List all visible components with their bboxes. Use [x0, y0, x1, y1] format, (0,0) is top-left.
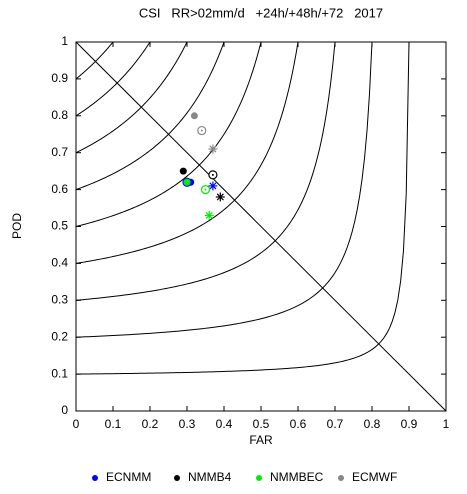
x-tick-label: 1	[443, 417, 450, 431]
csi-isoline	[75, 41, 225, 191]
point	[179, 167, 187, 175]
x-axis-label: FAR	[249, 433, 273, 447]
point	[208, 181, 218, 191]
legend-label: ECNMM	[106, 470, 151, 484]
csi-isoline	[75, 41, 188, 154]
csi-isoline	[75, 41, 410, 375]
legend-label: NMMB4	[188, 470, 232, 484]
point-stroke	[209, 145, 217, 153]
legend-marker	[92, 475, 98, 481]
x-tick-label: 0.3	[179, 417, 196, 431]
y-tick-label: 0.8	[51, 108, 68, 122]
legend-label: NMMBEC	[270, 470, 324, 484]
y-tick-label: 0.7	[51, 145, 68, 159]
x-tick-label: 0.2	[142, 417, 159, 431]
point-center	[204, 188, 207, 191]
chart-title: CSI RR>02mm/d +24h/+48h/+72 2017	[139, 5, 383, 20]
y-tick-label: 0.5	[51, 219, 68, 233]
diagonal	[75, 41, 447, 412]
point	[208, 170, 218, 180]
y-tick-label: 0.4	[51, 256, 68, 270]
x-tick-label: 0.8	[364, 417, 381, 431]
point-stroke	[205, 211, 213, 220]
x-tick-label: 0.6	[290, 417, 307, 431]
x-tick-label: 0.4	[216, 417, 233, 431]
y-tick-label: 0.9	[51, 71, 68, 85]
point	[208, 144, 218, 154]
y-axis-label: POD	[10, 213, 24, 239]
point-center	[200, 129, 203, 132]
csi-isoline	[75, 41, 373, 338]
point	[200, 185, 211, 195]
point-stroke	[216, 193, 224, 201]
x-tick-label: 0.1	[105, 417, 122, 431]
csi-isoline	[75, 41, 336, 301]
x-tick-label: 0.9	[401, 417, 418, 431]
csi-isoline	[75, 41, 151, 117]
csi-isoline	[75, 41, 262, 227]
csi-isoline	[75, 41, 299, 264]
y-tick-label: 0.1	[51, 366, 68, 380]
point	[197, 125, 207, 136]
legend-marker	[338, 475, 344, 481]
point	[183, 178, 191, 186]
point-center	[211, 173, 214, 176]
point	[204, 210, 214, 220]
legend-marker	[256, 475, 262, 481]
y-tick-label: 0	[61, 403, 68, 417]
x-tick-label: 0	[73, 417, 80, 431]
y-tick-label: 0.3	[51, 292, 68, 306]
legend-marker	[174, 475, 180, 481]
x-tick-label: 0.7	[327, 417, 344, 431]
legend-label: ECMWF	[352, 470, 397, 484]
point	[190, 112, 198, 120]
y-tick-label: 0.6	[51, 182, 68, 196]
point	[215, 192, 225, 202]
y-tick-label: 1	[61, 34, 68, 48]
x-tick-label: 0.5	[253, 417, 270, 431]
y-tick-label: 0.2	[51, 329, 68, 343]
point-stroke	[209, 182, 217, 190]
csi-isoline	[75, 41, 114, 80]
